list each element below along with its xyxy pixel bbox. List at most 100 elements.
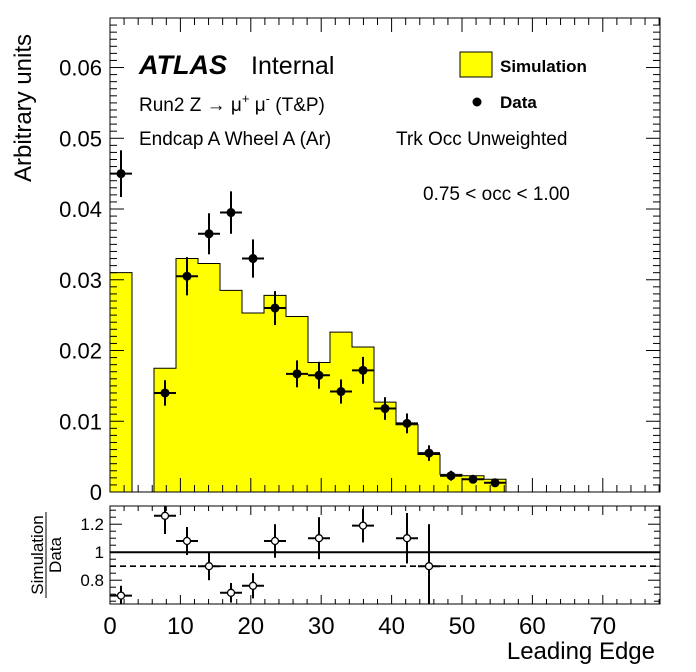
ratio-point xyxy=(176,527,198,555)
ratio-marker xyxy=(402,534,412,543)
simulation-bar xyxy=(220,290,242,492)
x-axis-title: Leading Edge xyxy=(507,638,655,665)
internal-label: Internal xyxy=(251,52,334,80)
data-point xyxy=(462,474,484,484)
process-sup-minus: - xyxy=(266,91,270,106)
y-axis-title: Arbitrary units xyxy=(10,34,37,182)
data-marker xyxy=(336,387,346,397)
main-y-tick-label: 0 xyxy=(90,480,102,505)
x-tick-label: 60 xyxy=(519,613,546,640)
simulation-bar xyxy=(154,368,176,492)
main-frame xyxy=(109,17,661,493)
simulation-bar xyxy=(440,474,462,492)
data-point xyxy=(286,360,308,388)
simulation-bar xyxy=(198,263,220,492)
ratio-point xyxy=(352,508,374,543)
ratio-marker xyxy=(314,534,324,543)
ratio-point xyxy=(264,524,286,558)
legend-data-marker xyxy=(472,97,482,107)
data-point xyxy=(374,397,396,420)
ratio-marker xyxy=(270,536,280,546)
main-panel: 0 0.01 0.02 0.03 0.04 0.05 0.06 xyxy=(59,17,661,505)
data-marker xyxy=(248,254,258,264)
ratio-marker xyxy=(204,562,214,571)
ratio-point xyxy=(418,524,440,604)
data-point xyxy=(330,379,352,404)
ratio-x-ticks: 0 10 20 30 40 50 60 70 xyxy=(103,506,660,640)
data-point xyxy=(396,413,418,434)
ratio-marker xyxy=(160,511,170,520)
data-point xyxy=(154,380,176,406)
x-tick-label: 10 xyxy=(167,613,194,640)
simulation-bar xyxy=(286,316,308,492)
legend-data-label: Data xyxy=(500,93,537,112)
x-tick-label: 40 xyxy=(378,613,405,640)
process-label: Run2 Z → μ+ μ- (T&P) xyxy=(139,91,325,116)
process-arrow: → xyxy=(207,95,226,116)
ratio-panel: 0 10 20 30 40 50 60 70 0.8 1 1.2 xyxy=(80,505,661,640)
ratio-marker xyxy=(116,591,126,600)
x-tick-label: 30 xyxy=(308,613,335,640)
data-point xyxy=(242,239,264,278)
simulation-histogram xyxy=(109,258,507,493)
ratio-point xyxy=(242,573,264,599)
ratio-point xyxy=(154,506,176,534)
data-marker xyxy=(226,208,236,218)
simulation-bar xyxy=(264,295,286,492)
occupancy-label: 0.75 < occ < 1.00 xyxy=(423,184,570,205)
simulation-bar xyxy=(374,402,396,492)
data-marker xyxy=(402,418,412,428)
ratio-y-axis-title: Simulation Data xyxy=(28,512,65,598)
ratio-marker xyxy=(226,588,236,597)
legend-simulation-label: Simulation xyxy=(500,57,587,76)
data-point xyxy=(198,213,220,255)
ratio-point xyxy=(198,552,220,581)
ratio-point xyxy=(220,583,242,603)
data-marker xyxy=(270,303,280,313)
ratio-point xyxy=(110,585,132,604)
data-marker xyxy=(116,169,126,179)
main-y-tick-label: 0.02 xyxy=(59,339,102,364)
simulation-bar xyxy=(396,424,418,492)
data-marker xyxy=(358,365,368,375)
main-x-ticks xyxy=(109,18,660,492)
ratio-y-numerator: Simulation xyxy=(28,515,47,594)
data-marker xyxy=(182,271,192,281)
data-point xyxy=(308,361,330,389)
data-point xyxy=(220,191,242,234)
data-marker xyxy=(468,474,478,484)
simulation-bar xyxy=(242,313,264,492)
ratio-marker xyxy=(182,536,192,546)
simulation-bar xyxy=(352,346,374,492)
x-tick-label: 50 xyxy=(449,613,476,640)
ratio-y-tick-label: 1.2 xyxy=(80,515,104,534)
data-marker xyxy=(490,478,500,488)
data-point xyxy=(352,356,374,384)
process-suffix: (T&P) xyxy=(270,95,325,116)
data-marker xyxy=(314,370,324,380)
ratio-marker xyxy=(248,581,258,590)
data-point xyxy=(484,478,506,488)
x-tick-label: 20 xyxy=(237,613,264,640)
weighting-label: Trk Occ Unweighted xyxy=(396,129,567,150)
legend: Simulation Data xyxy=(459,51,587,112)
simulation-bar xyxy=(308,362,330,492)
ratio-frame xyxy=(109,505,661,605)
data-marker xyxy=(424,448,434,458)
main-y-tick-label: 0.06 xyxy=(59,56,102,81)
data-point xyxy=(440,470,462,481)
main-y-tick-label: 0.05 xyxy=(59,126,102,151)
simulation-outline xyxy=(109,258,507,493)
main-y-tick-label: 0.04 xyxy=(59,197,102,222)
region-label: Endcap A Wheel A (Ar) xyxy=(139,129,331,150)
simulation-bar xyxy=(330,332,352,492)
ratio-marker xyxy=(424,562,434,571)
simulation-bar xyxy=(110,272,132,492)
process-mu-plus: μ xyxy=(226,95,242,116)
ratio-y-tick-label: 0.8 xyxy=(80,571,104,590)
x-tick-label: 70 xyxy=(589,613,616,640)
data-marker xyxy=(160,388,170,398)
main-y-tick-label: 0.01 xyxy=(59,409,102,434)
main-y-ticks: 0 0.01 0.02 0.03 0.04 0.05 0.06 xyxy=(59,24,660,505)
